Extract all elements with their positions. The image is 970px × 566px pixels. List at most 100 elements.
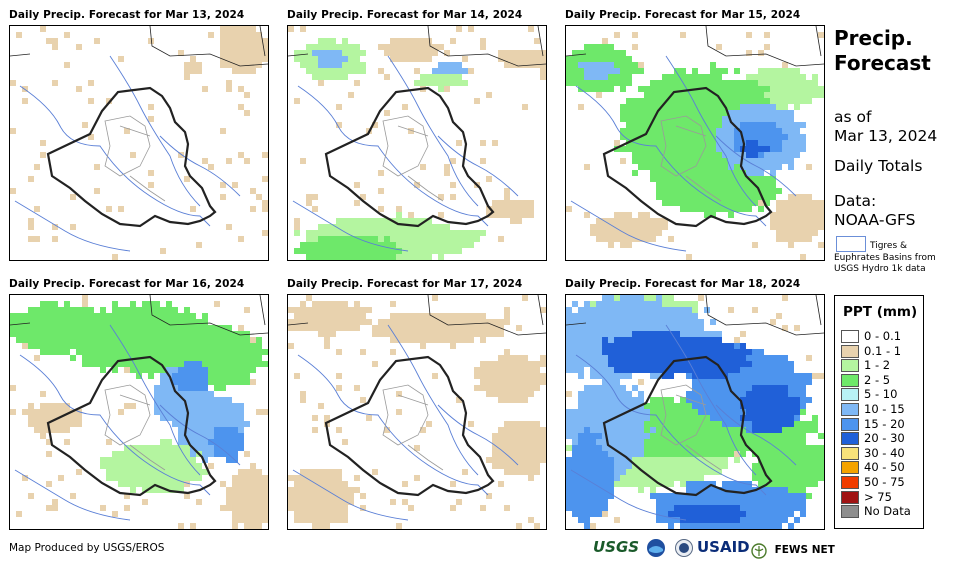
legend-swatch <box>841 432 859 446</box>
legend-label: 15 - 20 <box>864 416 905 431</box>
legend-swatch <box>841 359 859 373</box>
precip-grid <box>288 295 546 529</box>
noaa-logo <box>647 539 665 561</box>
neighbor-borders <box>566 295 824 336</box>
province-boundaries <box>660 384 722 471</box>
legend-label: 10 - 15 <box>864 402 905 416</box>
legend-swatch <box>841 461 859 475</box>
country-border <box>324 86 495 228</box>
river-basin-line <box>19 354 211 496</box>
panel-title: Daily Precip. Forecast for Mar 14, 2024 <box>287 9 523 21</box>
country-border <box>46 86 217 228</box>
ppt-legend-title: PPT (mm) <box>843 304 918 320</box>
basin-legend-text: Tigres & <box>870 241 908 251</box>
panel-title: Daily Precip. Forecast for Mar 18, 2024 <box>565 278 801 290</box>
province-boundaries <box>660 115 722 202</box>
precip-map <box>287 294 547 530</box>
river-basin-line <box>19 85 211 227</box>
as-of-value: Mar 13, 2024 <box>834 127 938 145</box>
legend-swatch <box>841 403 859 416</box>
data-source-value: NOAA-GFS <box>834 211 916 229</box>
as-of-date: as of Mar 13, 2024 <box>834 108 937 146</box>
province-boundaries <box>104 384 166 471</box>
river-basin-line <box>570 469 687 521</box>
river-basin-line <box>715 135 797 197</box>
legend-swatch <box>841 373 859 387</box>
river-basin-line <box>109 324 201 476</box>
precip-map <box>565 25 825 261</box>
river-basin-line <box>665 55 757 207</box>
river-basin-line <box>14 200 131 252</box>
legend-label: 40 - 50 <box>864 460 905 475</box>
river-basin-line <box>437 404 519 466</box>
panel-title: Daily Precip. Forecast for Mar 13, 2024 <box>9 9 245 21</box>
legend-label: 50 - 75 <box>864 475 905 489</box>
country-border <box>324 355 495 497</box>
legend-label: > 75 <box>864 489 892 504</box>
precip-map <box>565 294 825 530</box>
river-basin-line <box>297 354 489 496</box>
province-boundaries <box>382 115 444 202</box>
legend-label: 5 - 10 <box>864 387 898 402</box>
legend-swatch <box>841 417 859 431</box>
title-line: Forecast <box>834 51 931 75</box>
neighbor-borders <box>288 26 546 67</box>
legend-label: 30 - 40 <box>864 445 905 460</box>
river-basin-line <box>665 324 757 476</box>
province-boundaries <box>382 384 444 471</box>
fews-net-label: FEWS NET <box>774 544 835 556</box>
daily-totals-label: Daily Totals <box>834 157 923 175</box>
legend-swatch <box>841 330 859 343</box>
title-line: Precip. <box>834 26 913 50</box>
river-basin-line <box>437 135 519 197</box>
data-source: Data: NOAA-GFS <box>834 192 915 230</box>
legend-swatch <box>841 446 859 460</box>
country-border <box>46 355 217 497</box>
river-basin-line <box>159 404 241 466</box>
neighbor-borders <box>288 295 546 336</box>
map-credit: Map Produced by USGS/EROS <box>9 542 165 554</box>
data-source-label: Data: <box>834 192 877 210</box>
panel-title: Daily Precip. Forecast for Mar 15, 2024 <box>565 9 801 21</box>
river-basin-line <box>570 200 687 252</box>
country-border <box>602 86 773 228</box>
river-basin-line <box>159 135 241 197</box>
legend-label: 20 - 30 <box>864 431 905 446</box>
legend-swatch <box>841 490 859 504</box>
fews-net-logo: FEWS NET <box>751 540 835 559</box>
river-basin-line <box>387 324 479 476</box>
legend-swatch <box>841 344 859 358</box>
basin-legend-line: Euphrates Basins from <box>834 253 936 263</box>
precip-grid <box>566 295 824 529</box>
precip-grid <box>288 26 546 260</box>
river-basin-line <box>387 55 479 207</box>
province-boundaries <box>104 115 166 202</box>
river-basin-line <box>14 469 131 521</box>
river-basin-line <box>575 354 767 496</box>
basin-legend-text: Euphrates Basins from USGS Hydro 1k data <box>834 253 936 275</box>
usaid-logo: USAID <box>697 538 750 556</box>
panel-title: Daily Precip. Forecast for Mar 17, 2024 <box>287 278 523 290</box>
as-of-label: as of <box>834 108 872 126</box>
precip-map <box>287 25 547 261</box>
legend-label: 0 - 0.1 <box>864 329 902 343</box>
legend-label: 2 - 5 <box>864 372 891 387</box>
neighbor-borders <box>10 295 268 336</box>
precip-grid <box>566 32 824 260</box>
dhs-logo <box>675 539 693 561</box>
basin-legend-line: USGS Hydro 1k data <box>834 264 926 274</box>
neighbor-borders <box>10 26 268 67</box>
figure-title: Precip. Forecast <box>834 26 964 76</box>
legend-label: 1 - 2 <box>864 358 891 373</box>
river-basin-line <box>575 85 767 227</box>
panel-title: Daily Precip. Forecast for Mar 16, 2024 <box>9 278 245 290</box>
river-basin-line <box>109 55 201 207</box>
legend-swatch <box>841 388 859 402</box>
river-basin-line <box>292 200 409 252</box>
legend-swatch <box>841 505 859 519</box>
river-basin-line <box>297 85 489 227</box>
usgs-logo: USGS <box>593 538 640 556</box>
river-basin-line <box>292 469 409 521</box>
legend-label: 0.1 - 1 <box>864 343 902 358</box>
